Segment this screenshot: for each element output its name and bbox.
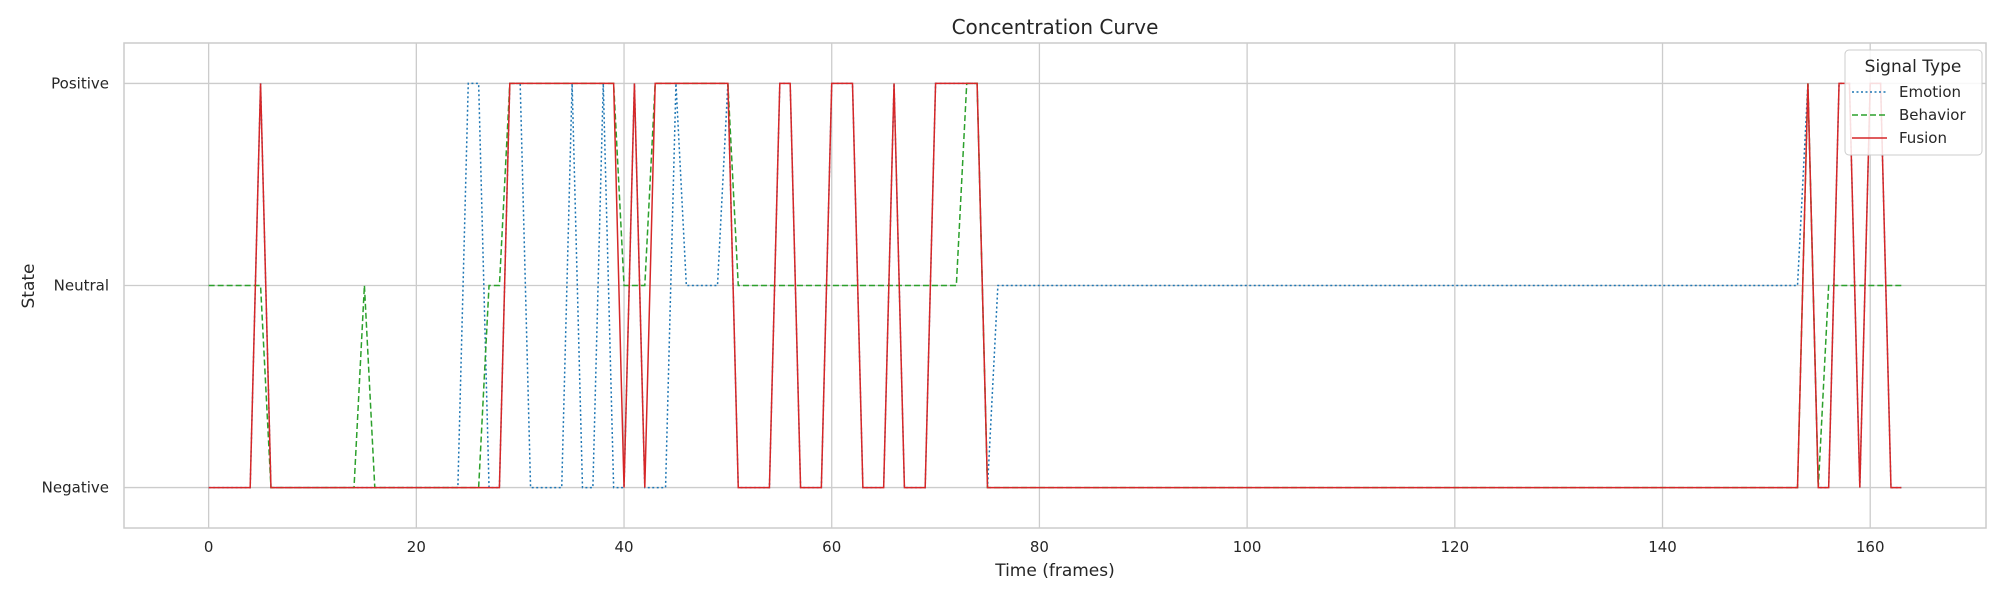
y-tick-label: Positive xyxy=(51,74,109,92)
chart-title: Concentration Curve xyxy=(952,15,1159,39)
x-tick-labels: 0 20 40 60 80 100 120 140 160 xyxy=(204,538,1885,556)
x-tick-label: 0 xyxy=(204,538,214,556)
x-tick-label: 120 xyxy=(1440,538,1469,556)
legend-label-behavior: Behavior xyxy=(1899,106,1966,124)
legend-label-emotion: Emotion xyxy=(1899,83,1961,101)
y-tick-label: Negative xyxy=(42,479,109,497)
legend-items: Emotion Behavior Fusion xyxy=(1852,83,1966,147)
y-tick-label: Neutral xyxy=(54,277,109,295)
x-tick-label: 100 xyxy=(1233,538,1262,556)
x-axis-label: Time (frames) xyxy=(994,561,1115,581)
legend-title: Signal Type xyxy=(1865,57,1962,77)
x-tick-label: 160 xyxy=(1856,538,1885,556)
legend-label-fusion: Fusion xyxy=(1899,129,1947,147)
y-axis-label: State xyxy=(19,264,39,309)
series-line-emotion xyxy=(208,82,1902,489)
x-tick-label: 40 xyxy=(614,538,633,556)
grid-layer xyxy=(124,43,1986,528)
legend: Signal Type Emotion Behavior Fusion xyxy=(1844,49,1983,156)
x-tick-label: 20 xyxy=(407,538,426,556)
series-line-fusion xyxy=(208,82,1902,489)
legend-box xyxy=(1844,49,1983,156)
series-layer xyxy=(208,82,1902,489)
x-tick-label: 80 xyxy=(1030,538,1049,556)
x-tick-label: 60 xyxy=(822,538,841,556)
x-tick-label: 140 xyxy=(1648,538,1677,556)
y-tick-labels: Negative Neutral Positive xyxy=(42,74,109,496)
